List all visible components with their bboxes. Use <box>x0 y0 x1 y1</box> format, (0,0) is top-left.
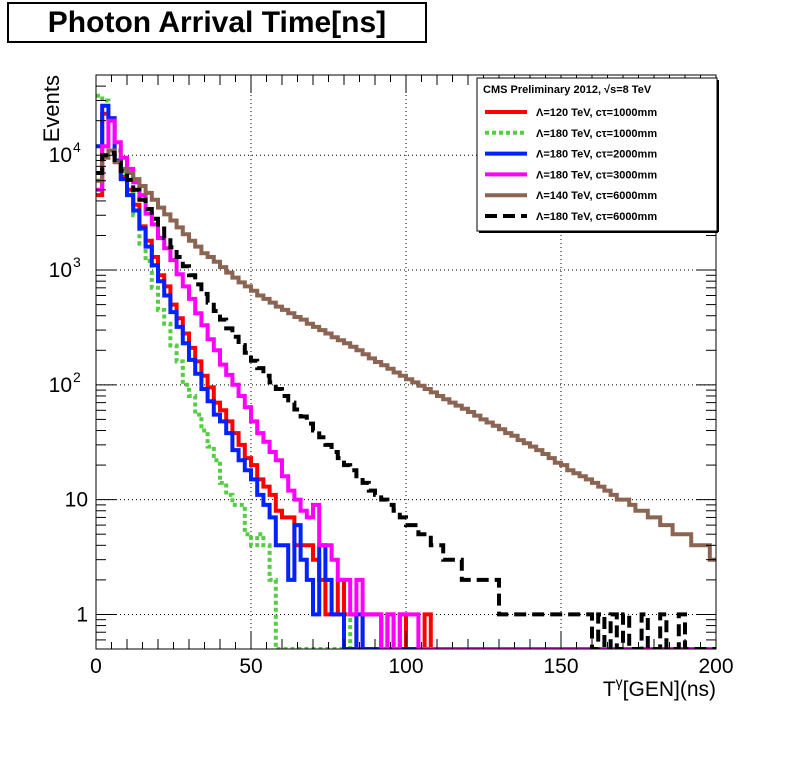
x-tick-label: 150 <box>543 655 578 678</box>
legend-entry-6: Λ=180 TeV, cτ=6000mm <box>536 211 657 223</box>
y-tick-label: 1 <box>76 603 88 626</box>
legend-entry-5: Λ=140 TeV, cτ=6000mm <box>536 190 657 202</box>
x-tick-label: 50 <box>239 655 262 678</box>
series-line-5 <box>96 148 716 562</box>
series-line-6 <box>96 150 716 649</box>
x-tick-label: 0 <box>90 655 102 678</box>
legend-entry-1: Λ=120 TeV, cτ=1000mm <box>536 107 657 119</box>
y-axis-label: Events <box>39 75 64 142</box>
series-line-3 <box>96 103 716 649</box>
legend: CMS Preliminary 2012, √s=8 TeV Λ=120 TeV,… <box>476 77 719 233</box>
series-layer <box>96 93 716 649</box>
y-tick-label-exponent: 3 <box>73 254 81 270</box>
chart-title: Photon Arrival Time[ns] <box>47 5 387 39</box>
x-axis-label: Tγ[GEN](ns) <box>603 674 716 701</box>
y-tick-label-exponent: 4 <box>73 139 81 155</box>
y-tick-label: 10 <box>49 144 72 167</box>
x-tick-label: 200 <box>698 655 733 678</box>
legend-entry-2: Λ=180 TeV, cτ=1000mm <box>536 128 657 140</box>
legend-entry-4: Λ=180 TeV, cτ=3000mm <box>536 169 657 181</box>
y-tick-label-exponent: 2 <box>73 369 81 385</box>
legend-entry-3: Λ=180 TeV, cτ=2000mm <box>536 149 657 161</box>
x-tick-label: 100 <box>388 655 423 678</box>
y-tick-label: 10 <box>49 259 72 282</box>
chart-title-box: Photon Arrival Time[ns] <box>7 2 427 43</box>
y-tick-label: 10 <box>49 374 72 397</box>
legend-header: CMS Preliminary 2012, √s=8 TeV <box>483 84 652 96</box>
y-tick-label: 10 <box>65 489 88 512</box>
series-line-4 <box>96 118 716 649</box>
